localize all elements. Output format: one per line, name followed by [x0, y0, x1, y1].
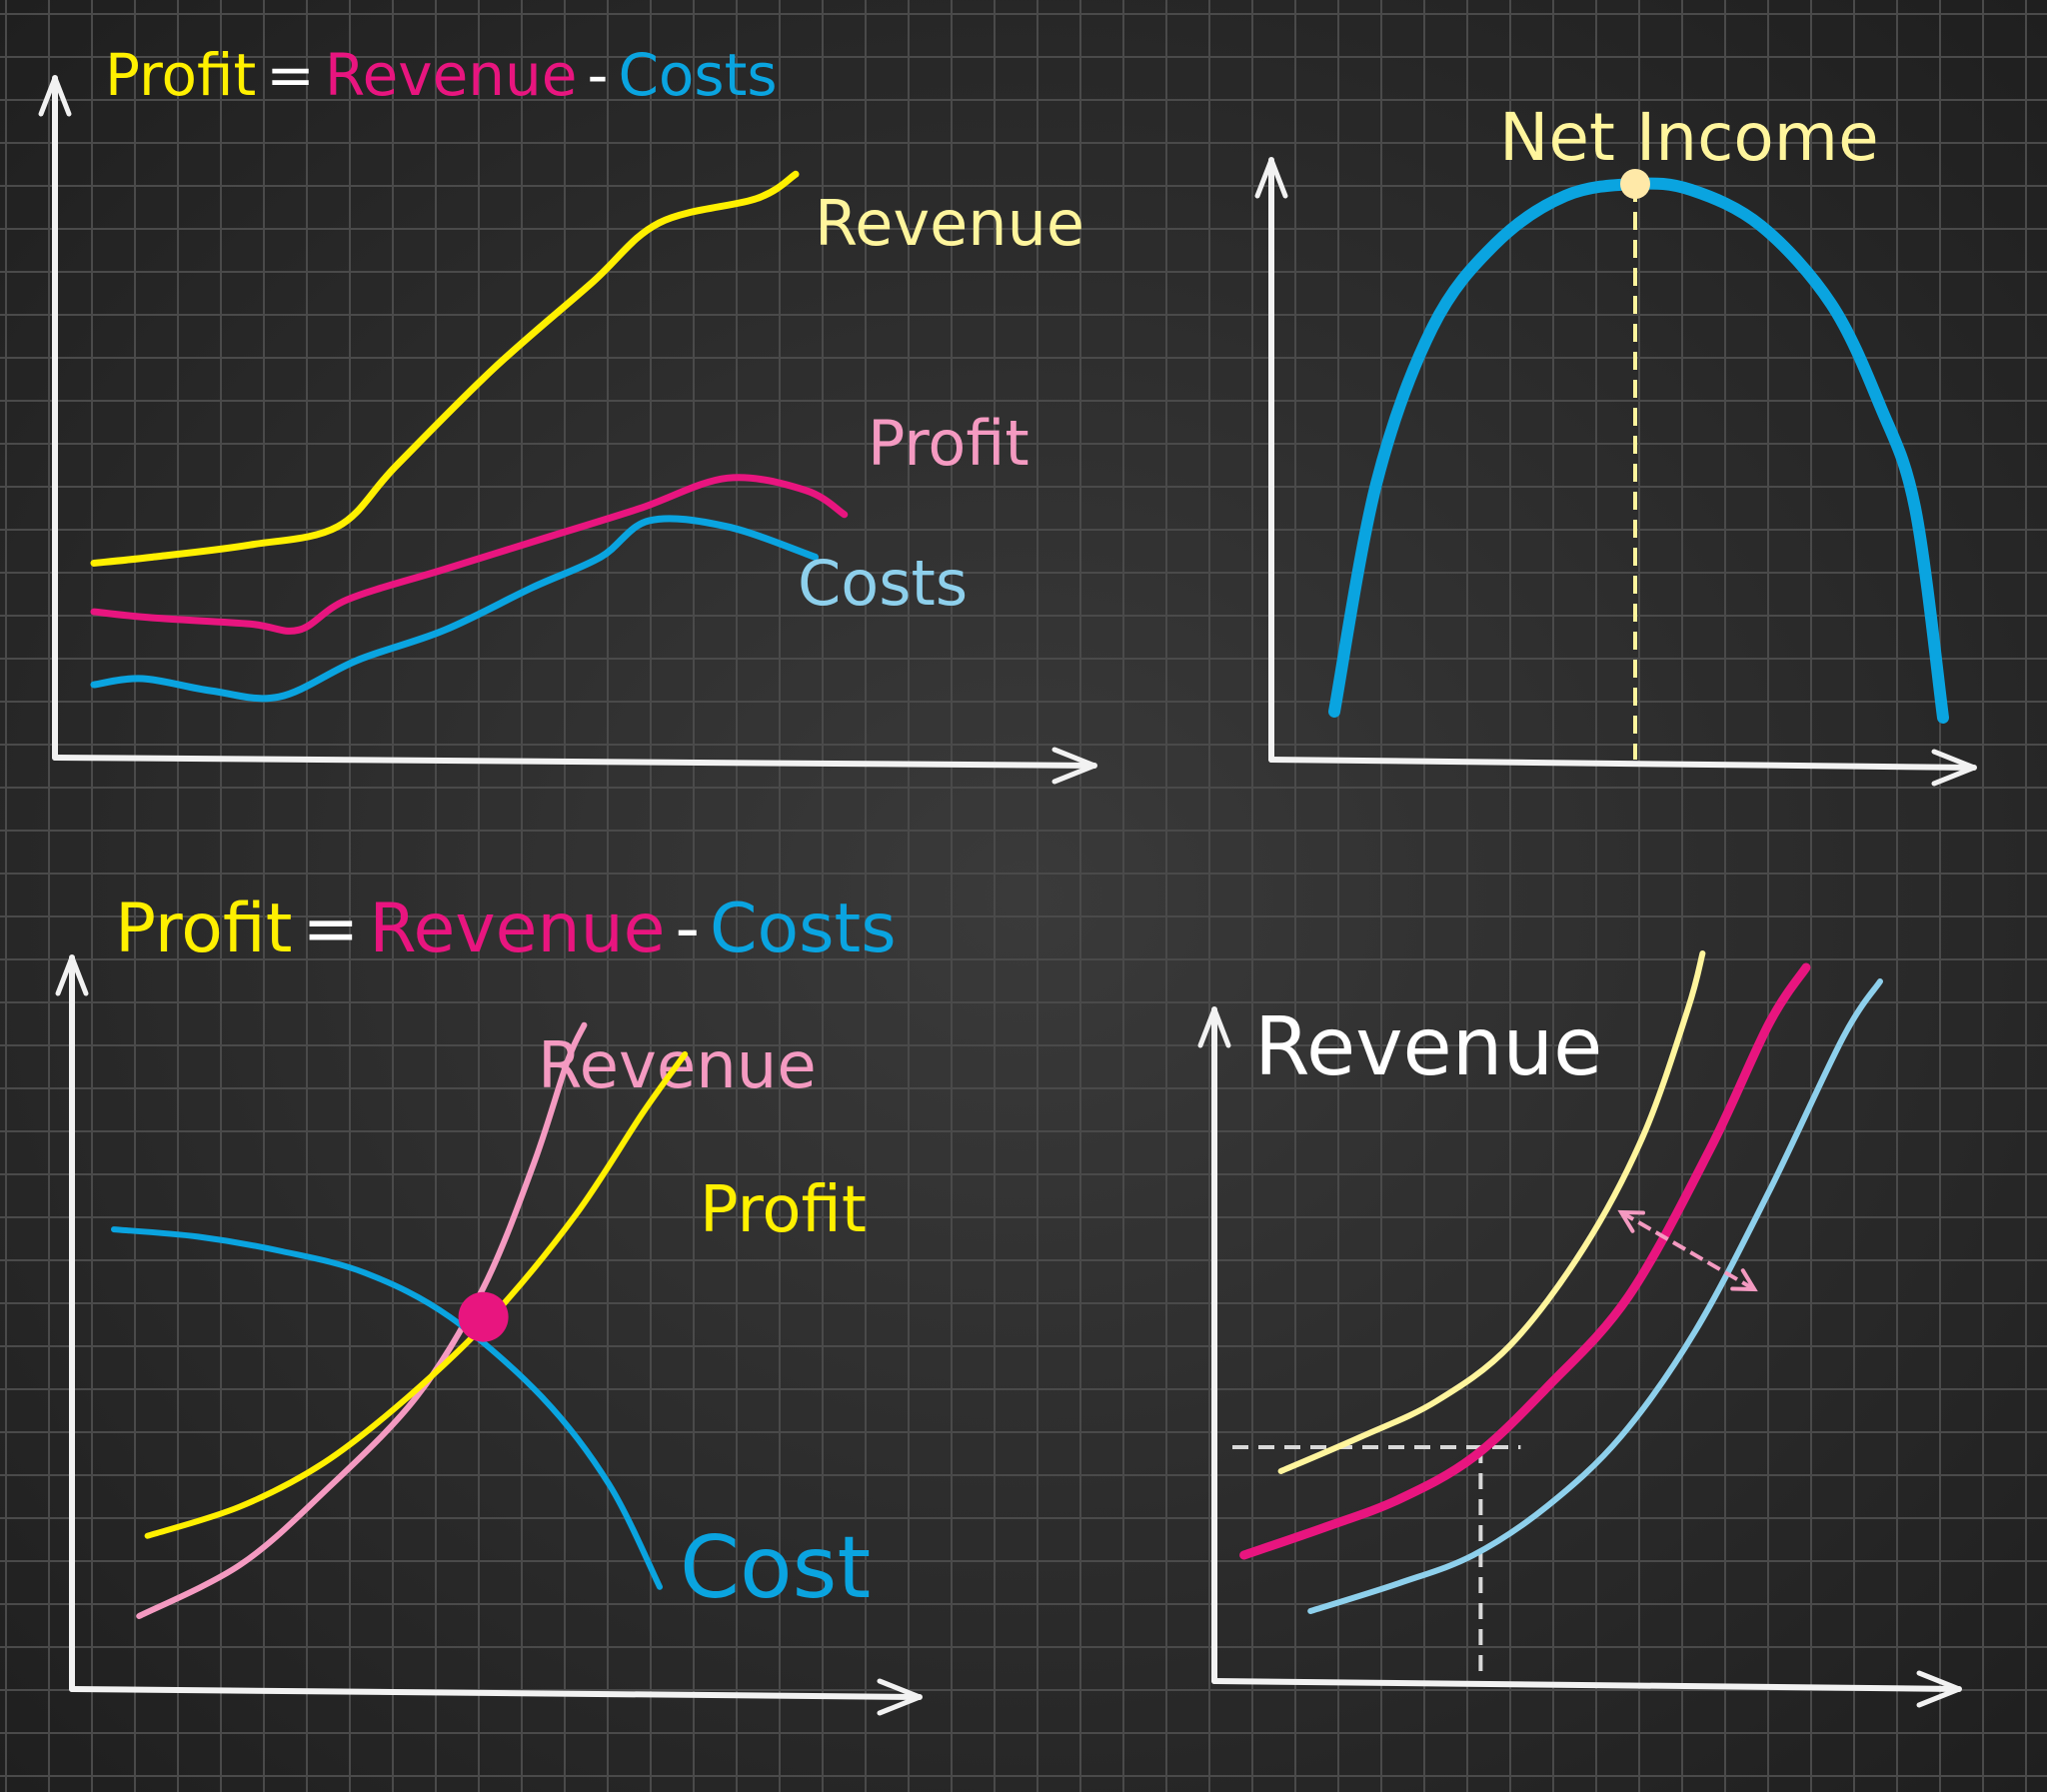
series-line-profit — [90, 474, 849, 635]
chart-equation: Profit = Revenue - Costs — [105, 41, 778, 109]
chart-title: Net Income — [1499, 99, 1879, 176]
arrowhead — [1617, 1209, 1645, 1233]
equation-term: Profit — [105, 41, 256, 109]
y-axis-arrowhead — [1197, 1006, 1231, 1048]
series-line-revenue — [90, 170, 800, 567]
series-line-curve-3 — [1307, 978, 1883, 1614]
y-axis-arrowhead — [38, 75, 72, 117]
series-line-curve-2 — [1239, 962, 1811, 1560]
gap-double-arrow — [1619, 1210, 1756, 1291]
x-axis — [52, 755, 1097, 769]
series-label-revenue: Revenue — [815, 187, 1084, 260]
equation-term: Profit — [115, 890, 292, 968]
y-axis-arrowhead — [1254, 157, 1288, 199]
chart-panel-bottom-right: Revenue — [1197, 950, 1962, 1708]
series-line-cost — [111, 1226, 663, 1590]
x-axis-arrowhead — [1916, 1670, 1962, 1708]
arrowhead — [1730, 1268, 1758, 1292]
x-axis — [69, 1686, 923, 1700]
series-label-costs: Costs — [798, 547, 968, 620]
peak-marker — [1620, 169, 1650, 199]
equation-term: - — [676, 890, 701, 968]
series-label-cost: Cost — [680, 1518, 871, 1618]
equation-term: - — [588, 41, 609, 109]
x-axis-arrowhead — [1051, 747, 1097, 785]
equation-term: Revenue — [325, 41, 578, 109]
intersection-marker — [458, 1291, 509, 1342]
chart-panel-top-right: Net Income — [1254, 99, 1977, 787]
series-line-curve-1 — [1328, 177, 1949, 724]
equation-term: Costs — [618, 41, 777, 109]
equation-term: Costs — [710, 890, 897, 968]
y-axis-arrowhead — [55, 954, 89, 996]
equation-term: = — [266, 41, 315, 109]
chart-title: Revenue — [1254, 1000, 1602, 1093]
x-axis-arrowhead — [877, 1678, 923, 1716]
x-axis — [1268, 757, 1977, 771]
series-line-costs — [90, 515, 819, 703]
equation-term: Revenue — [369, 890, 665, 968]
series-label-profit: Profit — [868, 407, 1029, 480]
chart-equation: Profit = Revenue - Costs — [115, 890, 897, 968]
equation-term: = — [302, 890, 359, 968]
series-label-profit: Profit — [700, 1173, 867, 1247]
x-axis — [1211, 1678, 1962, 1692]
series-line-profit — [144, 1050, 689, 1539]
x-axis-arrowhead — [1931, 749, 1977, 787]
series-line-curve-1 — [1277, 950, 1706, 1474]
series-line-revenue — [136, 1021, 588, 1619]
